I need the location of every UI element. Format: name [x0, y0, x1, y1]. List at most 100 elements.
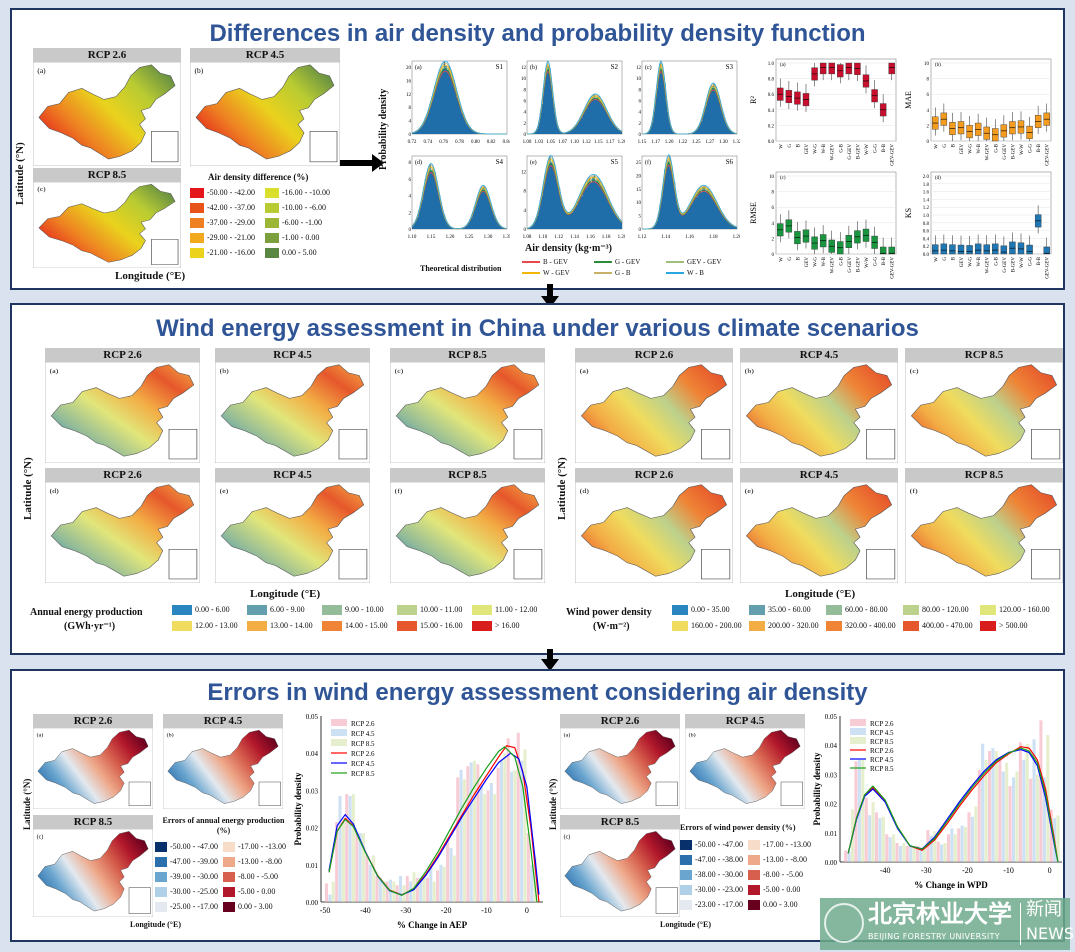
legend-swatch	[748, 855, 760, 866]
map-region	[50, 484, 195, 577]
legend-label: B - GEV	[543, 258, 568, 266]
university-seal-icon	[824, 903, 864, 943]
y-tick-label: 0	[639, 133, 642, 138]
x-tick-label: G-G	[1029, 144, 1034, 153]
histogram-bar-RCP85	[362, 833, 366, 902]
legend-item: -17.00 - -13.00	[223, 842, 286, 853]
histogram-bar-RCP45	[449, 848, 453, 902]
map-rcp-2-6: RCP 2.6 (a)	[574, 348, 734, 464]
legend-swatch	[980, 605, 996, 616]
x-tick-label: 0.84	[503, 140, 510, 145]
x-tick-label: GEV	[805, 257, 810, 268]
histogram-bar-RCP45	[929, 835, 933, 862]
y-tick-label: 8	[772, 191, 775, 196]
x-tick-label: 1.07	[558, 140, 567, 145]
x-tick-label: 1.17	[606, 140, 615, 145]
histogram-bar-RCP85	[1035, 774, 1040, 862]
legend-swatch	[265, 233, 279, 244]
x-tick-label: W-W	[865, 144, 870, 155]
x-tick-label: G-B	[994, 143, 999, 152]
y-tick-label: 20	[406, 66, 412, 71]
legend-item: -30.00 - -25.00	[155, 887, 218, 898]
pdf-legend-item: B - GEV	[522, 258, 568, 267]
x-tick-label: 1.20	[665, 140, 674, 145]
south-china-sea-inset	[780, 781, 803, 806]
legend-label: 120.00 - 160.00	[999, 605, 1050, 614]
map-title: RCP 4.5	[215, 348, 370, 362]
map-tag: (c)	[910, 366, 919, 374]
legend-item: 400.00 - 470.00	[903, 621, 973, 632]
y-tick-label: 0	[409, 133, 412, 138]
x-tick-label: GEV-GEV	[891, 257, 896, 279]
legend-label: RCP 8.5	[870, 738, 894, 746]
x-tick-label: 1.32	[733, 140, 740, 145]
legend-swatch	[331, 739, 347, 746]
box-W-W	[1017, 233, 1025, 255]
legend-item: 15.00 - 16.00	[397, 621, 463, 632]
map-tag: (c)	[564, 833, 571, 840]
box-W-B	[819, 225, 827, 254]
legend-label: RCP 2.6	[870, 747, 894, 755]
map-region	[220, 364, 365, 457]
legend-item: > 16.00	[472, 621, 520, 632]
map-tag: (a)	[50, 367, 59, 374]
x-tick-label: GEV-GEV	[1046, 144, 1051, 166]
y-tick-label: 0.8	[923, 222, 930, 227]
x-axis-label: % Change in AEP	[397, 920, 468, 930]
x-tick-label: 0.74	[423, 140, 432, 145]
box-W-GEV	[828, 62, 835, 81]
legend-label: RCP 8.5	[351, 740, 375, 748]
china-map: (c)	[32, 828, 154, 918]
legend-swatch	[748, 840, 760, 851]
x-tick-label: 0	[525, 906, 529, 915]
watermark-chinese: 北京林业大学	[868, 900, 1012, 928]
box-G	[940, 103, 948, 132]
panel-tag: (c)	[645, 64, 652, 71]
legend-swatch	[223, 857, 235, 868]
histogram-bar-RCP85	[964, 826, 968, 862]
legend-item: -5.00 - 0.00	[223, 887, 275, 898]
s1-legend: Air density difference (%)	[190, 172, 340, 267]
legend-swatch	[172, 605, 192, 616]
legend-swatch	[680, 870, 692, 881]
y-tick-label: 0.01	[306, 862, 319, 870]
y-tick-label: 6	[524, 100, 527, 105]
y-tick-label: 1.2	[923, 206, 930, 211]
y-tick-label: 12	[406, 93, 412, 98]
map-title: RCP 2.6	[45, 348, 200, 362]
x-tick-label: 0.72	[408, 140, 417, 145]
histogram-bar-RCP26	[506, 738, 510, 902]
histogram-bar-RCP85	[922, 847, 926, 862]
histogram-bar-RCP26	[496, 768, 500, 902]
x-tick-label: W-B	[822, 256, 827, 266]
map-rcp-2-6: RCP 2.6 (a)	[559, 714, 681, 810]
legend-label: -5.00 - 0.00	[763, 885, 801, 894]
x-tick-label: 1.12	[582, 140, 591, 145]
histogram-bar-RCP26	[526, 833, 530, 902]
x-tick-label: 1.20	[618, 140, 625, 145]
south-china-sea-inset	[866, 549, 896, 580]
map-rcp-2-6: RCP 2.6 (d)	[44, 468, 201, 584]
legend-label: > 500.00	[999, 621, 1028, 630]
legend-swatch	[247, 621, 267, 632]
legend-swatch	[265, 188, 279, 199]
x-tick-label: 1.27	[705, 140, 714, 145]
y-tick-label: 0.2	[923, 245, 930, 250]
legend-item: 320.00 - 400.00	[826, 621, 896, 632]
wpd-legend-unit: (W·m⁻²)	[593, 621, 630, 632]
box-W-GEV	[983, 235, 990, 255]
map-region	[220, 484, 365, 577]
x-axis-label: % Change in WPD	[914, 880, 988, 890]
legend-swatch	[155, 902, 167, 913]
map-tag: (e)	[745, 486, 754, 494]
histogram-bar-RCP85	[432, 881, 436, 902]
legend-swatch	[190, 218, 204, 229]
box-GEV	[957, 235, 965, 255]
south-china-sea-inset	[513, 549, 543, 580]
legend-label: 160.00 - 200.00	[691, 621, 742, 630]
legend-label: -21.00 - -16.00	[207, 248, 255, 257]
legend-line	[666, 272, 684, 275]
histogram-bar-RCP85	[1025, 743, 1029, 862]
legend-label: 35.00 - 60.00	[768, 605, 811, 614]
legend-swatch	[826, 605, 842, 616]
